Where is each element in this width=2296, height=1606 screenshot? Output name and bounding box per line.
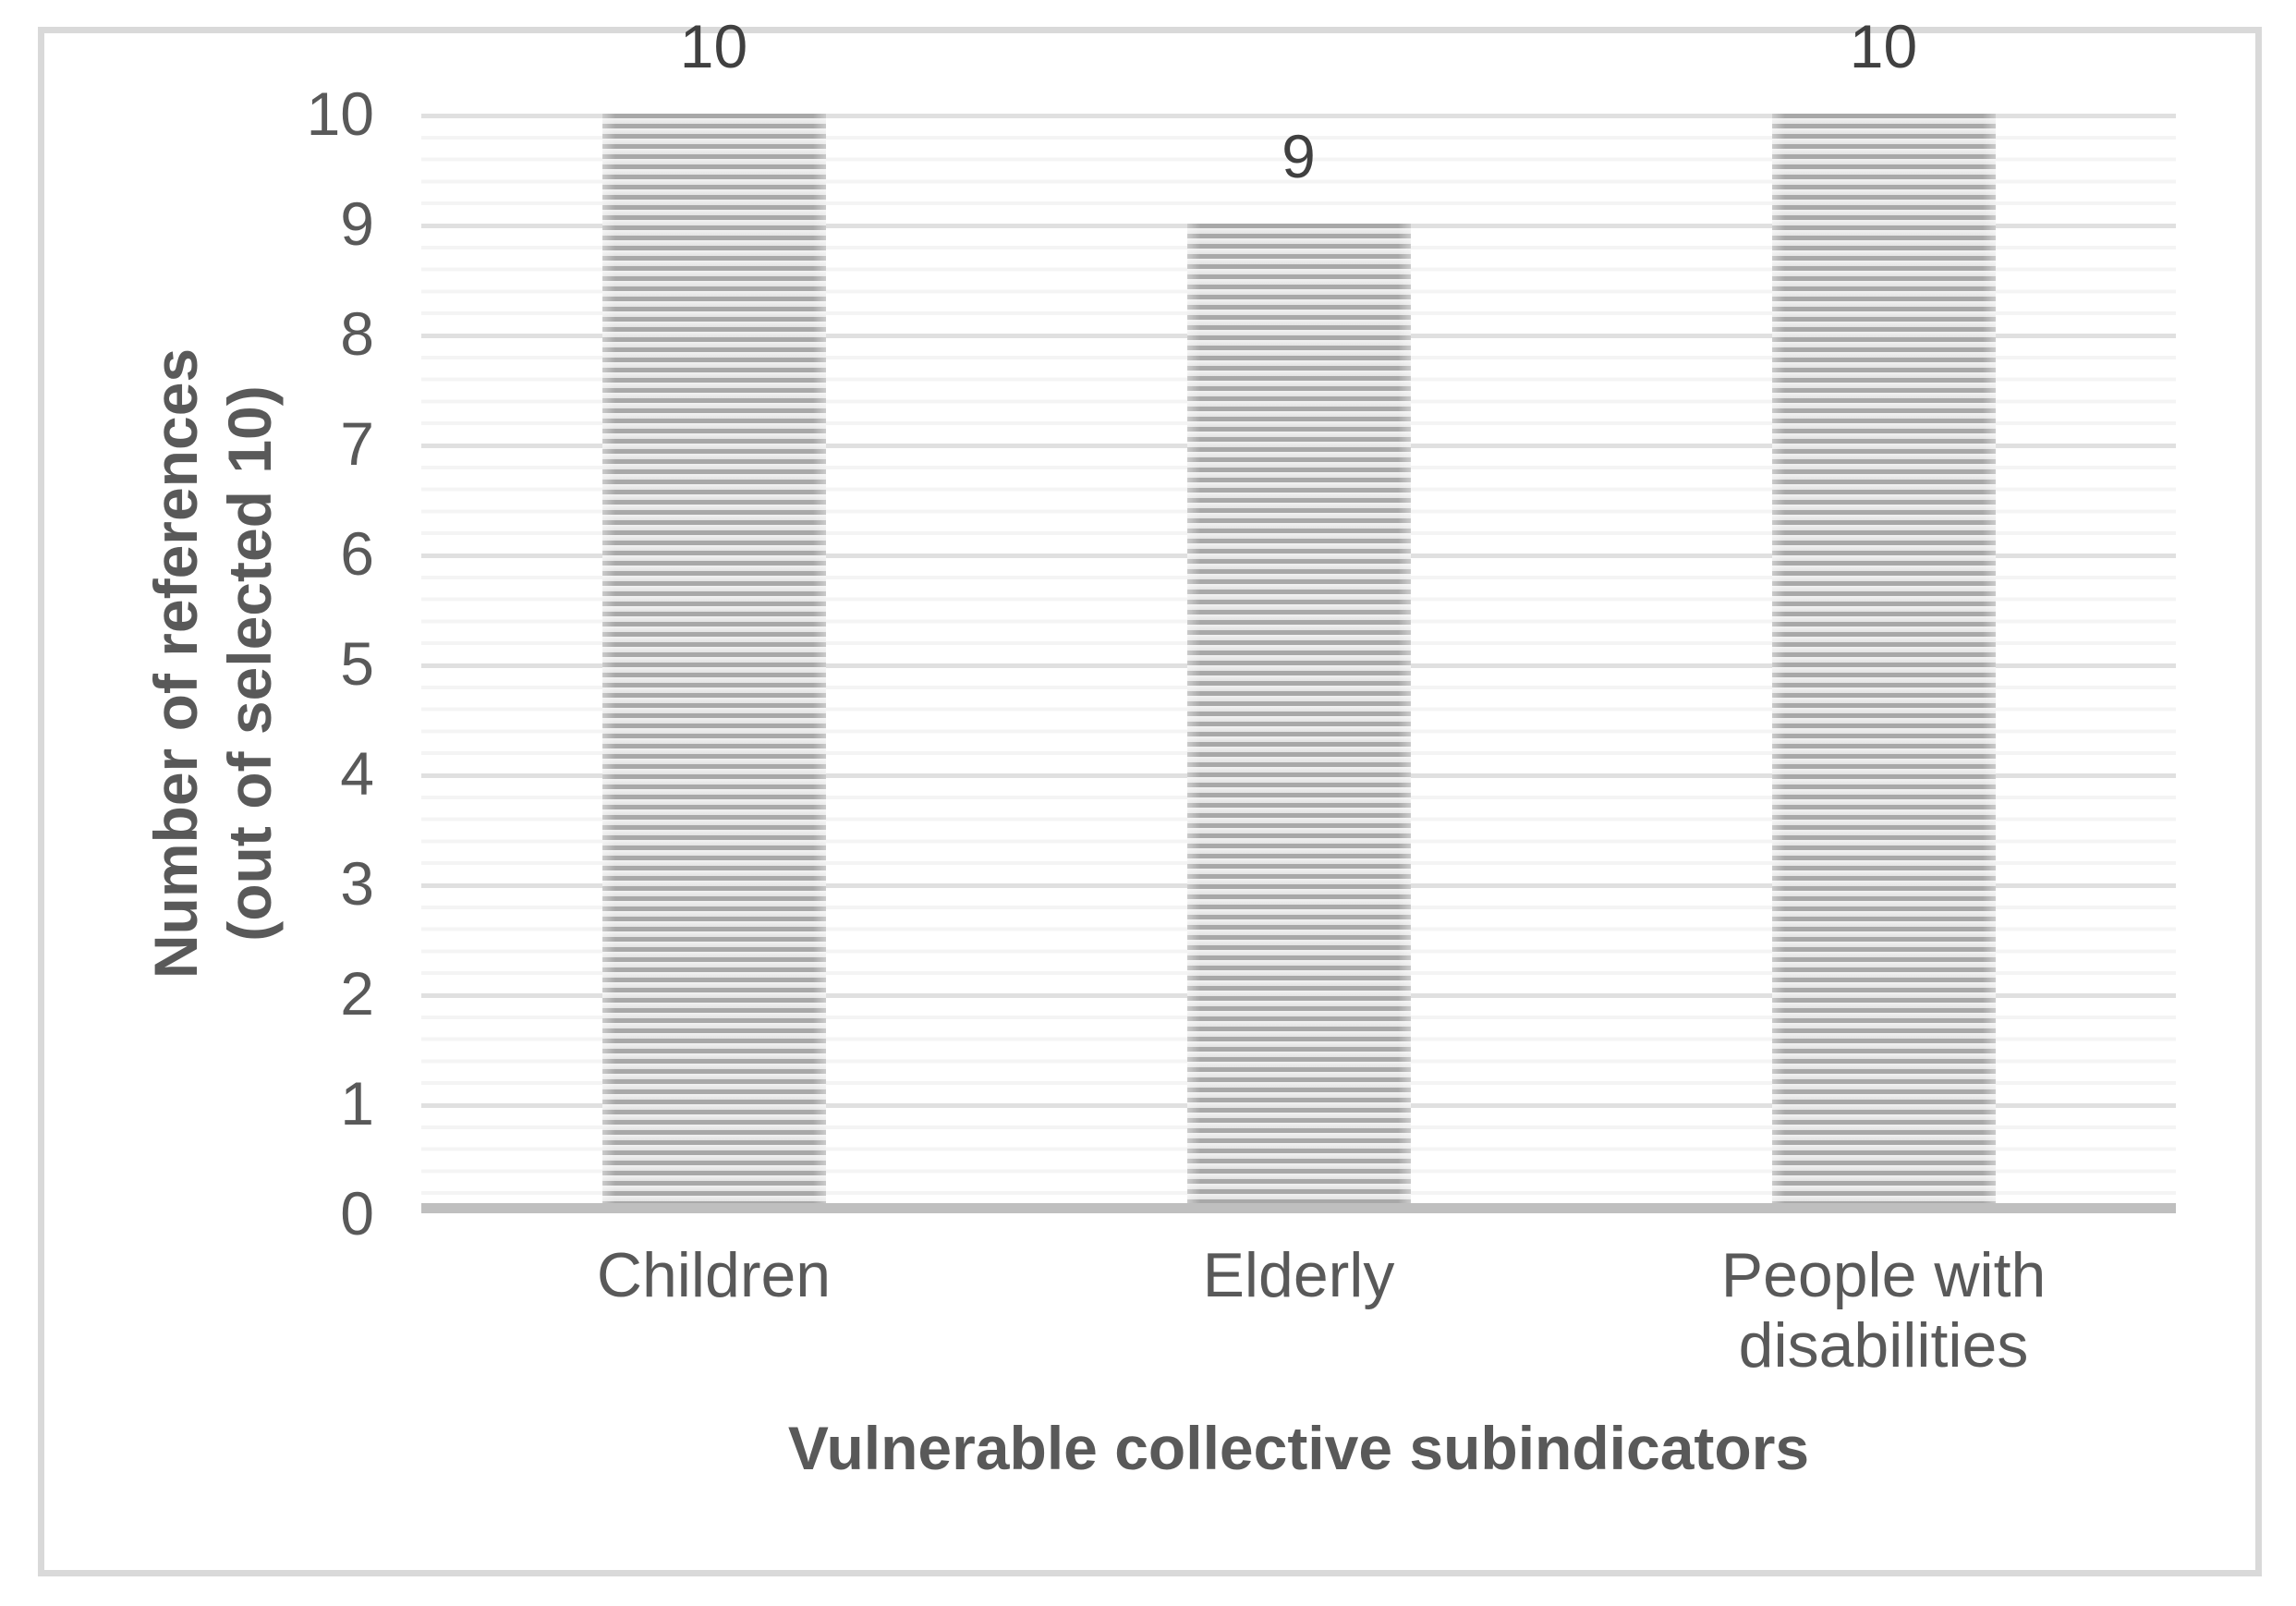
y-tick-label: 8	[340, 299, 374, 368]
y-axis-title: Number of references (out of selected 10…	[139, 348, 286, 979]
category-label: Children	[596, 1240, 832, 1310]
category-label: People with disabilities	[1720, 1240, 2047, 1381]
y-tick-label: 0	[340, 1179, 374, 1247]
category-label: Elderly	[1202, 1240, 1395, 1310]
bar-data-label: 10	[679, 12, 748, 80]
x-axis-line	[421, 1203, 2176, 1213]
y-tick-label: 7	[340, 409, 374, 478]
y-tick-label: 5	[340, 629, 374, 698]
bar-elderly	[1186, 224, 1411, 1203]
y-axis-title-line2: (out of selected 10)	[215, 385, 284, 942]
y-tick-label: 10	[306, 79, 374, 148]
y-tick-label: 3	[340, 849, 374, 918]
bar-data-label: 9	[1282, 122, 1316, 190]
bar-children	[601, 114, 826, 1203]
x-axis-title: Vulnerable collective subindicators	[787, 1414, 1810, 1482]
chart-border-frame	[38, 27, 2262, 1576]
bar-data-label: 10	[1849, 12, 1918, 80]
y-tick-label: 6	[340, 519, 374, 588]
y-tick-label: 2	[340, 959, 374, 1028]
y-tick-label: 9	[340, 189, 374, 258]
y-tick-label: 1	[340, 1069, 374, 1138]
bar-people-with-disabilities	[1771, 114, 1996, 1203]
y-tick-label: 4	[340, 739, 374, 808]
y-axis-title-line1: Number of references	[141, 347, 210, 979]
